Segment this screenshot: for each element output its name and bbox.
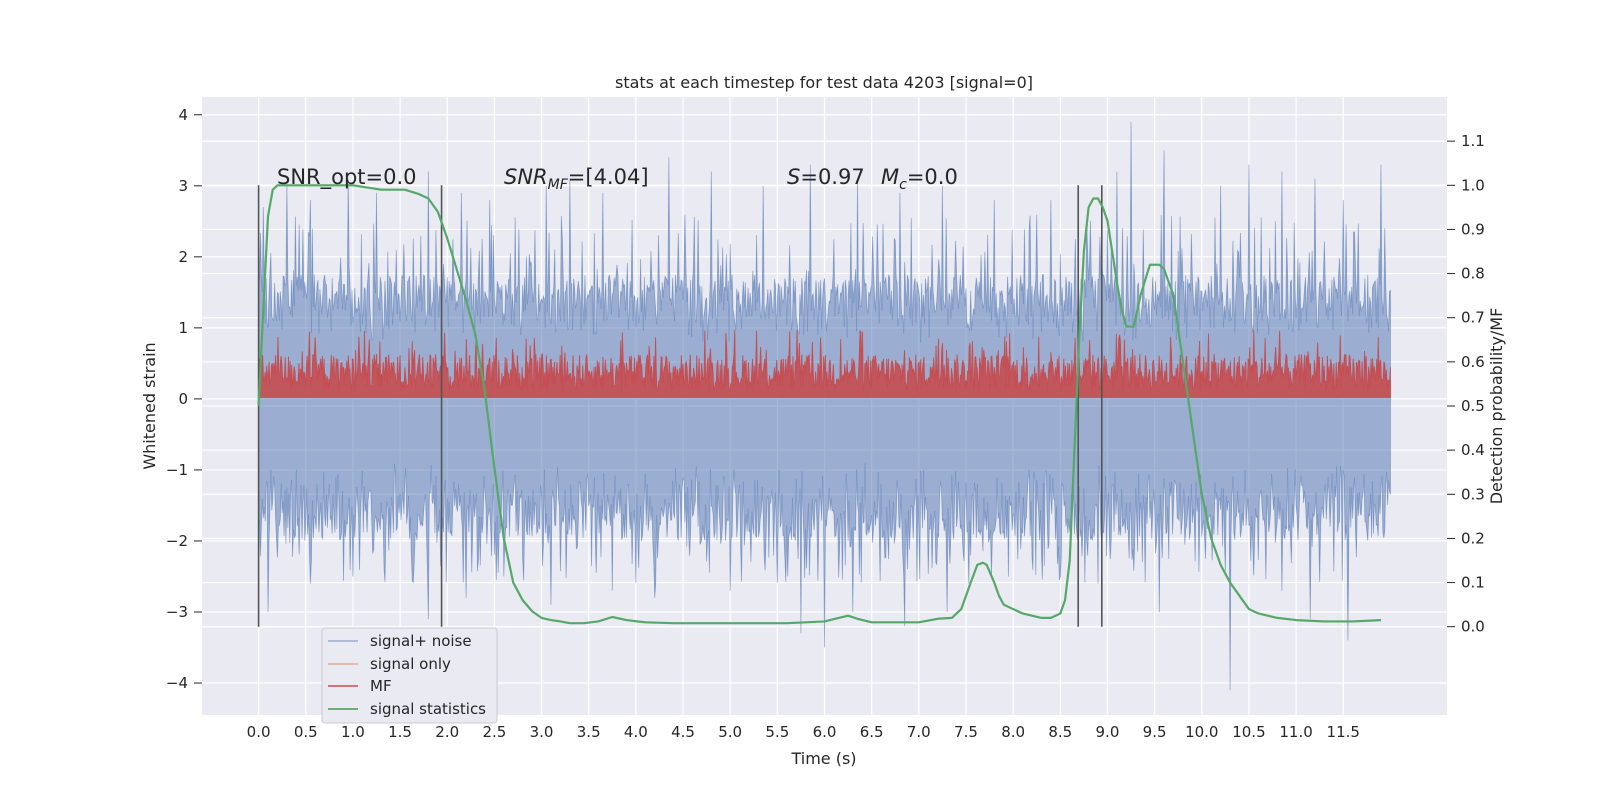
y2-tick-label: 0.5 (1461, 397, 1485, 415)
legend-box (321, 627, 498, 724)
y2-tick-label: 1.0 (1461, 176, 1485, 194)
x-tick-label: 9.5 (1143, 723, 1167, 741)
x-tick-label: 7.5 (954, 723, 978, 741)
x-tick-label: 3.0 (530, 723, 554, 741)
y2-tick-label: 0.3 (1461, 485, 1485, 503)
signal-statistics-series (257, 184, 1382, 625)
annotation-mc: Mc=0.0 (881, 165, 958, 193)
x-tick-label: 8.5 (1048, 723, 1072, 741)
x-tick-label: 5.0 (718, 723, 742, 741)
legend-label-signal-statistics: signal statistics (370, 700, 486, 718)
s-symbol: S (787, 165, 800, 189)
y-tick-label: 4 (178, 106, 188, 124)
chart-title: stats at each timestep for test data 420… (615, 73, 1033, 92)
x-tick-label: 2.5 (482, 723, 506, 741)
s-value: =0.97 (800, 165, 864, 189)
annotations: SNR_opt=0.0 SNRMF=[4.04] S=0.97 Mc=0.0 (277, 165, 958, 193)
x-tick-label: 5.5 (765, 723, 789, 741)
snr-mf-symbol: SNR (504, 165, 548, 189)
y2-tick-label: 0.7 (1461, 309, 1485, 327)
x-tick-label: 6.0 (813, 723, 837, 741)
x-axis-label: Time (s) (790, 749, 856, 768)
legend-label-signal-noise: signal+ noise (370, 632, 472, 650)
y-axis-label: Whitened strain (140, 342, 159, 469)
x-tick-label: 4.5 (671, 723, 695, 741)
x-tick-label: 10.0 (1185, 723, 1218, 741)
y-tick-label: −4 (166, 674, 188, 692)
x-tick-label: 10.5 (1232, 723, 1265, 741)
mf-series (258, 329, 1391, 398)
y2-tick-label: 0.9 (1461, 220, 1485, 238)
y-tick-label: 3 (178, 177, 188, 195)
snr-mf-value: =[4.04] (568, 165, 649, 189)
x-tick-label: 2.0 (435, 723, 459, 741)
x-tick-label: 11.5 (1327, 723, 1360, 741)
x-tick-label: 4.0 (624, 723, 648, 741)
x-tick-label: 8.0 (1001, 723, 1025, 741)
legend-label-mf: MF (370, 677, 392, 695)
y2-tick-label: 0.6 (1461, 353, 1485, 371)
y-tick-label: −1 (166, 461, 188, 479)
annotation-snr-mf: SNRMF=[4.04] (504, 165, 649, 193)
y2-tick-label: 0.0 (1461, 618, 1485, 636)
x-tick-label: 1.0 (341, 723, 365, 741)
x-tick-label: 3.5 (577, 723, 601, 741)
y-tick-label: 1 (178, 319, 188, 337)
y-tick-label: 2 (178, 248, 188, 266)
legend: signal+ noise signal only MF signal stat… (321, 627, 498, 724)
series-layer (257, 121, 1391, 691)
annotation-s: S=0.97 (787, 165, 865, 189)
y2-tick-label: 0.1 (1461, 574, 1485, 592)
y2-tick-label: 0.4 (1461, 441, 1485, 459)
mc-value: =0.0 (907, 165, 958, 189)
x-tick-label: 0.5 (294, 723, 318, 741)
y-tick-label: −2 (166, 532, 188, 550)
mc-symbol: M (881, 165, 899, 189)
y-tick-label: −3 (166, 603, 188, 621)
y2-tick-label: 0.8 (1461, 265, 1485, 283)
snr-mf-subscript: MF (548, 177, 569, 193)
x-tick-label: 1.5 (388, 723, 412, 741)
x-tick-label: 6.5 (860, 723, 884, 741)
y2-tick-label: 1.1 (1461, 132, 1485, 150)
x-tick-label: 11.0 (1279, 723, 1312, 741)
axes: 0.0 0.5 1.0 1.5 2.0 2.5 3.0 3.5 4.0 4.5 5.0 5.5 6.0 6… (166, 106, 1485, 741)
x-tick-label: 7.0 (907, 723, 931, 741)
annotation-snr-opt: SNR_opt=0.0 (277, 165, 417, 190)
legend-label-signal-only: signal only (370, 655, 451, 673)
y2-tick-label: 0.2 (1461, 529, 1485, 547)
y-tick-label: 0 (178, 390, 188, 408)
x-tick-label: 0.0 (247, 723, 271, 741)
mc-subscript: c (899, 177, 907, 193)
y2-axis-label: Detection probability/MF (1487, 308, 1506, 505)
x-tick-label: 9.0 (1096, 723, 1120, 741)
